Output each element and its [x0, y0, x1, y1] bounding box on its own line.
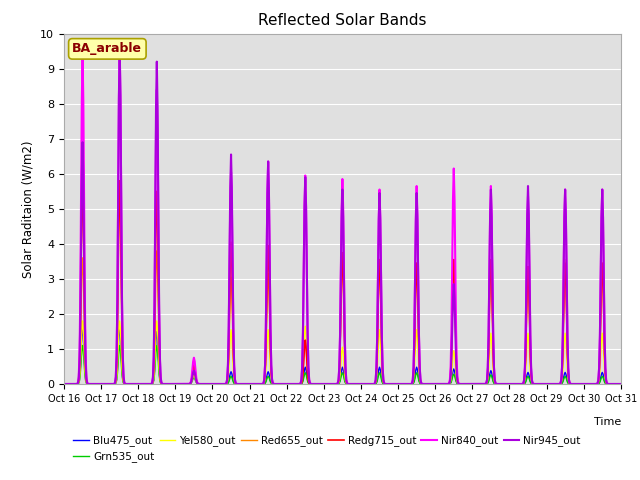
- Text: BA_arable: BA_arable: [72, 42, 142, 55]
- Grn535_out: [79, 343, 86, 348]
- Nir840_out: [215, 381, 223, 387]
- Redg715_out: [60, 381, 68, 387]
- Grn535_out: [185, 381, 193, 387]
- Title: Reflected Solar Bands: Reflected Solar Bands: [258, 13, 427, 28]
- Grn535_out: [412, 375, 419, 381]
- Red655_out: [70, 381, 78, 387]
- Yel580_out: [79, 318, 86, 324]
- Redg715_out: [428, 381, 435, 387]
- Blu475_out: [428, 381, 435, 387]
- Line: Blu475_out: Blu475_out: [64, 328, 620, 384]
- Nir840_out: [412, 275, 419, 280]
- Redg715_out: [185, 381, 193, 387]
- Nir840_out: [185, 381, 193, 387]
- Yel580_out: [128, 381, 136, 387]
- Nir840_out: [428, 381, 435, 387]
- Redg715_out: [128, 381, 136, 387]
- Nir945_out: [116, 45, 124, 50]
- Nir945_out: [214, 381, 221, 387]
- Yel580_out: [70, 381, 78, 387]
- Line: Nir840_out: Nir840_out: [64, 51, 620, 384]
- Grn535_out: [215, 381, 223, 387]
- Redg715_out: [116, 178, 124, 184]
- Line: Red655_out: Red655_out: [64, 181, 620, 384]
- Redg715_out: [215, 381, 223, 387]
- Red655_out: [209, 381, 216, 387]
- Line: Nir945_out: Nir945_out: [64, 48, 620, 384]
- Nir945_out: [60, 381, 68, 387]
- Nir945_out: [185, 381, 193, 387]
- Red655_out: [128, 381, 136, 387]
- Legend: Blu475_out, Grn535_out, Yel580_out, Red655_out, Redg715_out, Nir840_out, Nir945_: Blu475_out, Grn535_out, Yel580_out, Red6…: [69, 431, 585, 467]
- Text: Time: Time: [593, 417, 621, 427]
- Line: Yel580_out: Yel580_out: [64, 321, 620, 384]
- Nir840_out: [116, 48, 124, 54]
- Nir840_out: [128, 381, 136, 387]
- Red655_out: [412, 316, 419, 322]
- Grn535_out: [128, 381, 136, 387]
- Red655_out: [185, 381, 193, 387]
- Grn535_out: [616, 381, 624, 387]
- Nir840_out: [616, 381, 624, 387]
- Y-axis label: Solar Raditaion (W/m2): Solar Raditaion (W/m2): [22, 140, 35, 277]
- Line: Redg715_out: Redg715_out: [64, 181, 620, 384]
- Blu475_out: [215, 381, 223, 387]
- Yel580_out: [185, 381, 193, 387]
- Blu475_out: [616, 381, 624, 387]
- Yel580_out: [427, 381, 435, 387]
- Yel580_out: [410, 368, 418, 373]
- Nir945_out: [70, 381, 78, 387]
- Blu475_out: [79, 325, 86, 331]
- Redg715_out: [616, 381, 624, 387]
- Nir840_out: [60, 381, 68, 387]
- Nir945_out: [616, 381, 624, 387]
- Grn535_out: [60, 381, 68, 387]
- Blu475_out: [70, 381, 78, 387]
- Redg715_out: [209, 381, 216, 387]
- Nir945_out: [128, 381, 136, 387]
- Redg715_out: [412, 316, 419, 322]
- Red655_out: [616, 381, 624, 387]
- Redg715_out: [70, 381, 78, 387]
- Grn535_out: [428, 381, 435, 387]
- Blu475_out: [60, 381, 68, 387]
- Blu475_out: [128, 381, 136, 387]
- Nir945_out: [410, 334, 418, 339]
- Nir945_out: [427, 381, 435, 387]
- Red655_out: [116, 178, 124, 184]
- Blu475_out: [412, 372, 419, 378]
- Nir840_out: [70, 381, 78, 387]
- Red655_out: [60, 381, 68, 387]
- Yel580_out: [60, 381, 68, 387]
- Line: Grn535_out: Grn535_out: [64, 346, 620, 384]
- Red655_out: [428, 381, 435, 387]
- Grn535_out: [209, 381, 216, 387]
- Grn535_out: [70, 381, 78, 387]
- Blu475_out: [185, 381, 193, 387]
- Yel580_out: [616, 381, 624, 387]
- Nir840_out: [209, 381, 216, 387]
- Blu475_out: [209, 381, 216, 387]
- Red655_out: [215, 381, 223, 387]
- Yel580_out: [214, 381, 221, 387]
